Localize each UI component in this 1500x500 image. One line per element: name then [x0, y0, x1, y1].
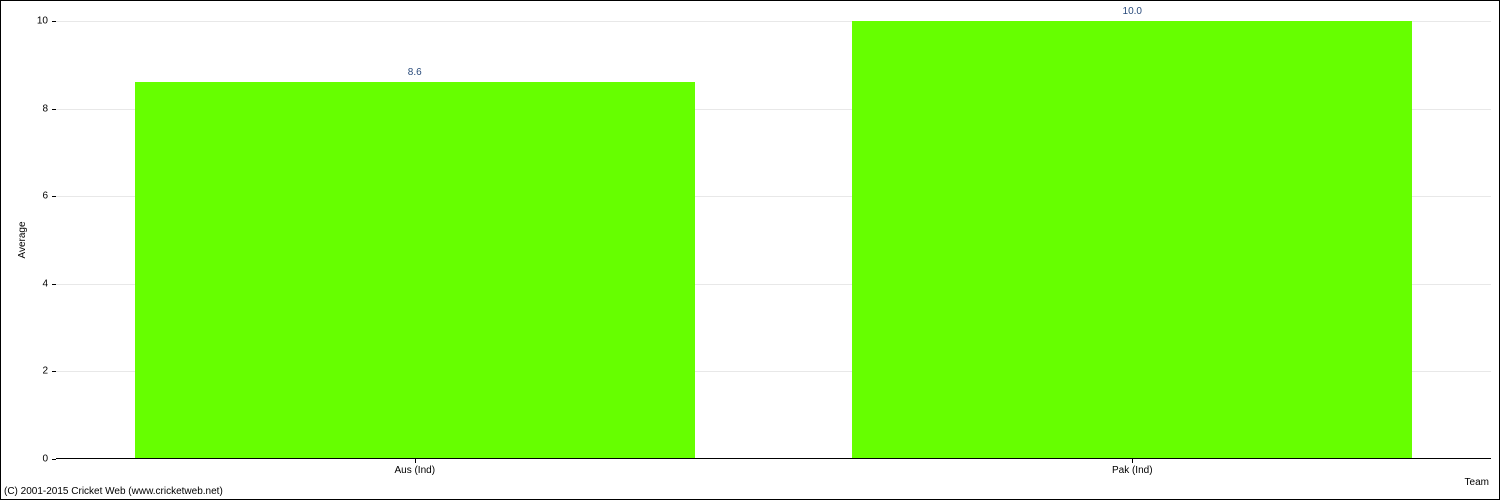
y-tick-label: 0: [42, 454, 48, 465]
bar-value-label: 8.6: [408, 67, 422, 78]
x-tick-mark: [415, 459, 416, 463]
y-tick-mark: [52, 109, 56, 110]
credit-text: (C) 2001-2015 Cricket Web (www.cricketwe…: [4, 486, 223, 497]
y-tick-label: 4: [42, 278, 48, 289]
chart-container: 0246810 8.6Aus (Ind)10.0Pak (Ind) Averag…: [0, 0, 1500, 500]
y-tick-mark: [52, 459, 56, 460]
bar: [135, 82, 695, 459]
y-tick-label: 10: [37, 16, 48, 27]
x-axis-title: Team: [1465, 477, 1489, 488]
y-tick-label: 8: [42, 103, 48, 114]
x-axis-baseline: [56, 458, 1491, 459]
bar-value-label: 10.0: [1123, 6, 1142, 17]
x-tick-label: Aus (Ind): [394, 465, 435, 476]
y-tick-label: 2: [42, 366, 48, 377]
y-tick-mark: [52, 21, 56, 22]
bar: [852, 21, 1412, 459]
y-tick-mark: [52, 371, 56, 372]
y-tick-label: 6: [42, 191, 48, 202]
y-tick-mark: [52, 196, 56, 197]
plot-area: 0246810 8.6Aus (Ind)10.0Pak (Ind): [56, 21, 1491, 459]
x-tick-mark: [1132, 459, 1133, 463]
y-axis-title: Average: [17, 221, 28, 258]
x-tick-label: Pak (Ind): [1112, 465, 1153, 476]
y-tick-mark: [52, 284, 56, 285]
